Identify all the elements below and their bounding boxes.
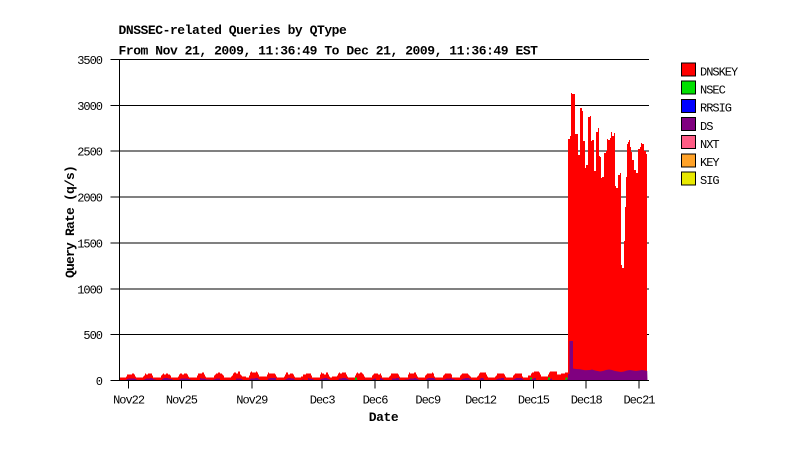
svg-text:Date: Date [369, 410, 399, 425]
svg-text:1500: 1500 [77, 237, 103, 251]
svg-text:Nov29: Nov29 [236, 394, 268, 408]
svg-text:SIG: SIG [700, 174, 719, 188]
svg-text:Nov25: Nov25 [166, 394, 198, 408]
svg-text:Dec12: Dec12 [465, 394, 497, 408]
svg-text:Dec6: Dec6 [363, 394, 389, 408]
svg-text:DNSSEC-related Queries by QTyp: DNSSEC-related Queries by QType [119, 23, 348, 38]
svg-text:NSEC: NSEC [700, 84, 726, 98]
svg-text:3000: 3000 [77, 100, 103, 114]
svg-text:RRSIG: RRSIG [700, 102, 732, 116]
svg-text:Nov22: Nov22 [113, 394, 145, 408]
svg-text:Dec15: Dec15 [518, 394, 550, 408]
svg-text:1000: 1000 [77, 283, 103, 297]
svg-text:DS: DS [700, 120, 713, 134]
svg-text:Dec9: Dec9 [415, 394, 441, 408]
svg-text:NXT: NXT [700, 138, 719, 152]
svg-text:Query Rate (q/s): Query Rate (q/s) [63, 166, 78, 278]
svg-text:2000: 2000 [77, 192, 103, 206]
svg-text:3500: 3500 [77, 54, 103, 68]
svg-text:Dec21: Dec21 [623, 394, 655, 408]
svg-text:From Nov 21, 2009, 11:36:49 To: From Nov 21, 2009, 11:36:49 To Dec 21, 2… [119, 43, 539, 58]
svg-text:500: 500 [83, 329, 102, 343]
svg-text:DNSKEY: DNSKEY [700, 65, 738, 79]
svg-text:KEY: KEY [700, 156, 719, 170]
svg-text:0: 0 [96, 375, 103, 389]
svg-text:2500: 2500 [77, 146, 103, 160]
svg-text:Dec3: Dec3 [310, 394, 336, 408]
svg-text:Dec18: Dec18 [571, 394, 603, 408]
